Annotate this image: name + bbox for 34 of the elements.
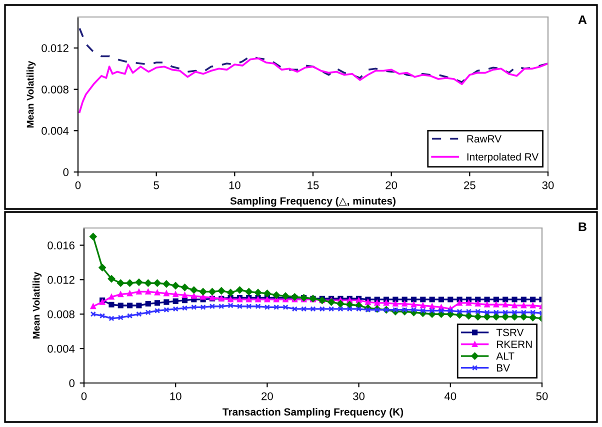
x-tick-label: 0: [75, 181, 81, 190]
x-tick-label: 25: [464, 181, 476, 190]
x-axis-title: Transaction Sampling Frequency (K): [222, 408, 404, 418]
legend-label: RKERN: [497, 340, 532, 348]
x-tick-label: 15: [308, 181, 319, 190]
y-tick-label: 0: [69, 379, 75, 388]
y-tick-label: 0.012: [48, 276, 74, 284]
text: A: [578, 15, 587, 24]
y-tick-label: 0.004: [48, 344, 75, 353]
x-tick-label: 10: [170, 392, 182, 400]
legend-label: RawRV: [467, 135, 502, 143]
x-tick-label: 10: [229, 181, 240, 190]
y-tick-label: 0.008: [48, 310, 74, 318]
x-tick-label: 5: [154, 181, 159, 190]
x-tick-label: 50: [536, 392, 548, 400]
text: B: [578, 222, 586, 232]
y-axis-title: Mean Volatility: [32, 272, 42, 339]
y-tick-label: 0.016: [48, 241, 74, 250]
x-axis-title: Sampling Frequency (△, minutes): [230, 196, 396, 207]
x-tick-label: 40: [444, 392, 456, 400]
legend-label: Interpolated RV: [467, 152, 539, 163]
legend-label: ALT: [496, 352, 514, 360]
x-tick-label: 0: [81, 392, 87, 400]
x-tick-label: 30: [542, 181, 554, 190]
x-tick-label: 30: [353, 392, 365, 400]
y-axis-title: Mean Volatility: [26, 60, 36, 128]
y-tick-label: 0.008: [42, 86, 68, 94]
x-tick-label: 20: [262, 392, 273, 400]
y-tick-label: 0.012: [42, 44, 68, 52]
legend-label: TSRV: [496, 328, 524, 336]
y-tick-label: 0: [63, 168, 69, 176]
legend-label: BV: [497, 364, 510, 372]
y-tick-label: 0.004: [42, 126, 69, 135]
x-tick-label: 20: [386, 181, 398, 190]
